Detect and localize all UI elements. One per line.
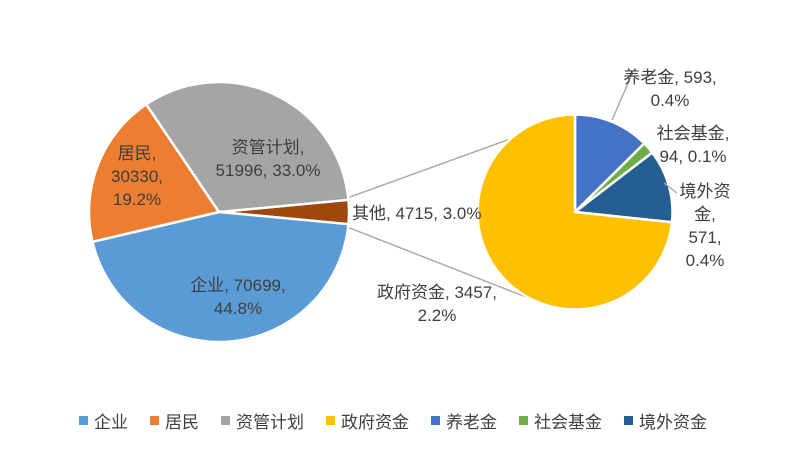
label-shehui-jijin: 社会基金, 94, 0.1% xyxy=(657,122,730,168)
label-line: 企业, 70699, xyxy=(190,276,286,295)
legend-item-qiye: 企业 xyxy=(79,408,128,433)
legend-swatch xyxy=(221,416,230,425)
legend-item-jumin: 居民 xyxy=(150,408,199,433)
label-line: 养老金, 593, xyxy=(623,68,717,87)
main-pie-slice-资管计划 xyxy=(144,80,350,214)
legend-label: 居民 xyxy=(165,413,199,432)
secondary-pie-slice-政府资金 xyxy=(476,113,674,311)
label-line: 0.4% xyxy=(685,251,725,270)
label-jingwai-zijin: 境外资 金, 571, 0.4% xyxy=(680,180,731,272)
label-line: 居民, xyxy=(117,144,157,163)
series-connector-line xyxy=(346,138,511,199)
chart-legend: 企业 居民 资管计划 政府资金 养老金 社会基金 境外资金 xyxy=(0,408,786,433)
label-line: 金, xyxy=(694,205,716,224)
label-leader-line xyxy=(663,182,678,194)
label-line: 51996, 33.0% xyxy=(215,161,321,180)
legend-label: 社会基金 xyxy=(534,413,602,432)
legend-label: 企业 xyxy=(94,413,128,432)
label-line: 19.2% xyxy=(112,190,162,209)
label-line: 0.4% xyxy=(650,91,690,110)
label-line: 资管计划, xyxy=(231,138,305,157)
label-line: 社会基金, xyxy=(656,124,730,143)
main-pie-slice-企业 xyxy=(91,210,350,344)
label-line: 94, 0.1% xyxy=(659,147,727,166)
legend-swatch xyxy=(519,416,528,425)
legend-item-zhengfu-zijin: 政府资金 xyxy=(326,408,409,433)
legend-label: 资管计划 xyxy=(236,413,304,432)
legend-item-ziguan-jihua: 资管计划 xyxy=(221,408,304,433)
legend-item-shehui-jijin: 社会基金 xyxy=(519,408,602,433)
label-line: 其他, 4715, 3.0% xyxy=(352,204,482,223)
legend-swatch xyxy=(624,416,633,425)
legend-label: 境外资金 xyxy=(639,413,707,432)
label-zhengfu-zijin: 政府资金, 3457, 2.2% xyxy=(377,281,497,327)
label-yanglaojin: 养老金, 593, 0.4% xyxy=(623,66,717,112)
label-jumin: 居民, 30330, 19.2% xyxy=(111,142,163,211)
secondary-pie-slice-境外资金 xyxy=(573,151,674,224)
legend-label: 政府资金 xyxy=(341,413,409,432)
label-qita: 其他, 4715, 3.0% xyxy=(352,202,481,225)
legend-item-jingwai-zijin: 境外资金 xyxy=(624,408,707,433)
label-line: 571, xyxy=(688,228,722,247)
legend-swatch xyxy=(79,416,88,425)
legend-label: 养老金 xyxy=(446,413,497,432)
series-connector-line xyxy=(346,226,527,298)
legend-swatch xyxy=(431,416,440,425)
legend-swatch xyxy=(326,416,335,425)
legend-item-yanglaojin: 养老金 xyxy=(431,408,497,433)
label-line: 境外资 xyxy=(679,182,731,201)
main-pie-slice-居民 xyxy=(87,103,221,244)
legend-swatch xyxy=(150,416,159,425)
label-qiye: 企业, 70699, 44.8% xyxy=(190,274,285,320)
label-line: 44.8% xyxy=(213,299,263,318)
label-line: 政府资金, 3457, xyxy=(377,283,497,302)
label-ziguan-jihua: 资管计划, 51996, 33.0% xyxy=(216,136,321,182)
label-leader-line xyxy=(611,71,634,121)
label-line: 2.2% xyxy=(417,306,457,325)
secondary-pie-slice-养老金 xyxy=(573,113,646,214)
label-line: 30330, xyxy=(111,167,163,186)
